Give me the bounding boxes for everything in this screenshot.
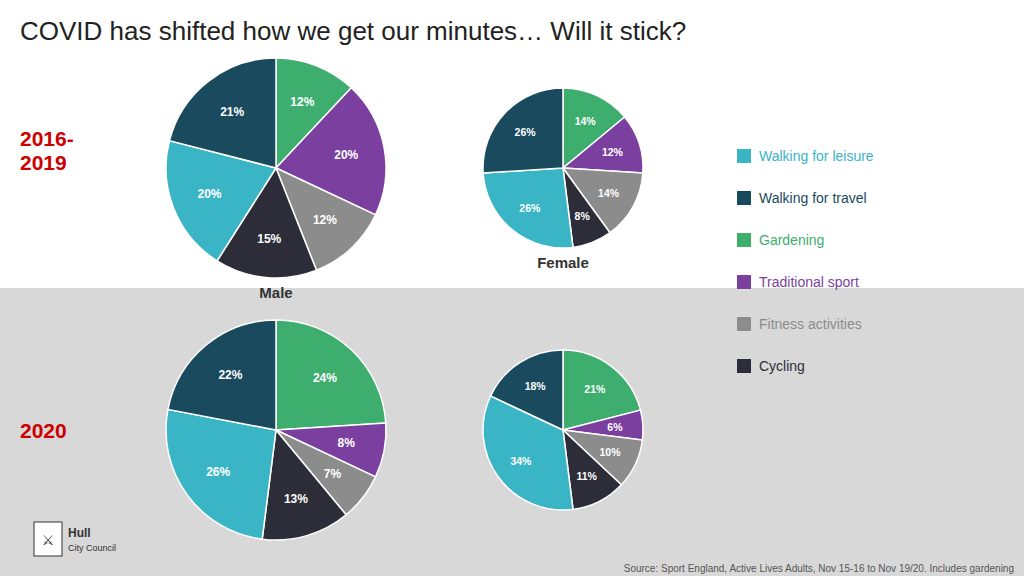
legend-swatch bbox=[737, 149, 751, 163]
data-label: 11% bbox=[576, 470, 597, 482]
pie-slice bbox=[169, 58, 276, 168]
text-line: 2020 bbox=[20, 419, 67, 442]
data-label: 12% bbox=[290, 95, 314, 109]
data-label: 8% bbox=[575, 210, 591, 222]
source: Source: Sport England, Active Lives Adul… bbox=[624, 563, 1014, 574]
legend-swatch bbox=[737, 191, 751, 205]
pie-slice bbox=[483, 88, 563, 173]
pie-title: Female bbox=[537, 254, 589, 271]
legend-swatch bbox=[737, 275, 751, 289]
pie-slice bbox=[276, 320, 386, 430]
data-label: 14% bbox=[575, 115, 597, 127]
legend-entry: Walking for leisure bbox=[759, 148, 874, 164]
data-label: 21% bbox=[220, 105, 244, 119]
data-label: 26% bbox=[206, 465, 230, 479]
data-label: 20% bbox=[334, 148, 358, 162]
legend-swatch bbox=[737, 317, 751, 331]
legend-swatch bbox=[737, 359, 751, 373]
data-label: 8% bbox=[338, 436, 356, 450]
pie bbox=[483, 350, 643, 510]
pie-slice bbox=[483, 168, 573, 248]
legend-entry: Cycling bbox=[759, 358, 805, 374]
legend-entry: Fitness activities bbox=[759, 316, 862, 332]
data-label: 26% bbox=[519, 202, 541, 214]
data-label: 6% bbox=[607, 421, 623, 433]
data-label: 26% bbox=[515, 126, 537, 138]
year-label: 2020 bbox=[20, 419, 67, 442]
data-label: 10% bbox=[600, 446, 622, 458]
logo-text: Hull bbox=[68, 526, 91, 540]
text-line: ⚔ bbox=[42, 532, 55, 548]
legend-entry: Gardening bbox=[759, 232, 824, 248]
data-label: 14% bbox=[598, 187, 620, 199]
title: COVID has shifted how we get our minutes… bbox=[20, 16, 686, 46]
pie bbox=[483, 88, 643, 248]
text-line: Hull bbox=[68, 526, 91, 540]
data-label: 12% bbox=[313, 213, 337, 227]
pie bbox=[166, 320, 386, 540]
background-bottom bbox=[0, 288, 1024, 576]
data-label: 7% bbox=[324, 467, 342, 481]
legend-entry: Walking for travel bbox=[759, 190, 867, 206]
pie-title: Male bbox=[259, 284, 292, 301]
data-label: 22% bbox=[218, 368, 242, 382]
pie-slice bbox=[491, 350, 563, 430]
legend-swatch bbox=[737, 233, 751, 247]
data-label: 13% bbox=[284, 492, 308, 506]
text-line: 2019 bbox=[20, 150, 67, 173]
data-label: 34% bbox=[510, 455, 532, 467]
data-label: 21% bbox=[584, 383, 606, 395]
text-line: Source: Sport England, Active Lives Adul… bbox=[624, 563, 1014, 574]
data-label: 24% bbox=[313, 371, 337, 385]
year-label: 2016-2019 bbox=[20, 127, 74, 173]
data-label: 20% bbox=[198, 187, 222, 201]
data-label: 12% bbox=[602, 146, 624, 158]
logo-text: City Council bbox=[68, 543, 116, 553]
pie-slice bbox=[166, 409, 276, 539]
pie bbox=[166, 58, 386, 278]
data-label: 15% bbox=[257, 232, 281, 246]
data-label: 18% bbox=[525, 380, 547, 392]
logo-symbol: ⚔ bbox=[42, 532, 55, 548]
background-top bbox=[0, 0, 1024, 288]
pie-slice bbox=[262, 430, 346, 540]
legend-entry: Traditional sport bbox=[759, 274, 859, 290]
chart-root: COVID has shifted how we get our minutes… bbox=[0, 0, 1024, 576]
pie-slice bbox=[168, 320, 276, 430]
logo-box bbox=[34, 522, 62, 556]
text-line: 2016- bbox=[20, 127, 74, 150]
text-line: City Council bbox=[68, 543, 116, 553]
